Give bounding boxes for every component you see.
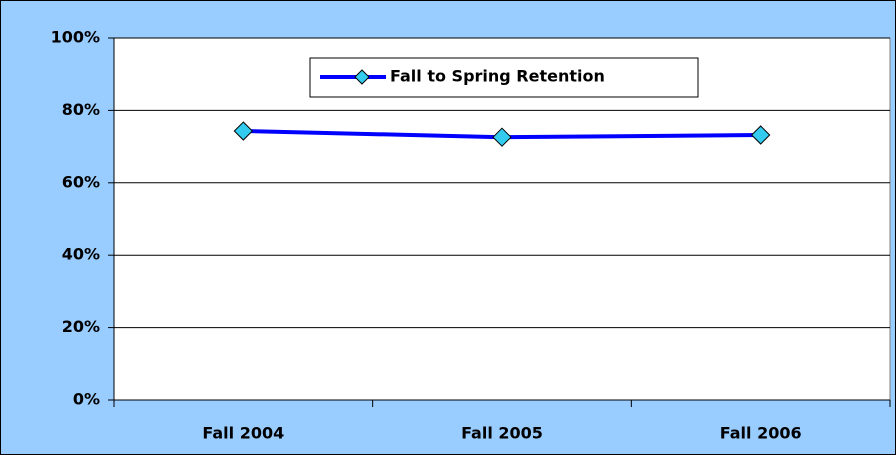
legend-label: Fall to Spring Retention xyxy=(390,67,605,86)
y-tick-label: 60% xyxy=(62,172,100,191)
y-tick-label: 100% xyxy=(51,28,100,47)
marker xyxy=(492,127,512,147)
x-tick-label: Fall 2004 xyxy=(202,424,284,443)
y-tick-label: 80% xyxy=(62,100,100,119)
plot-area xyxy=(113,37,891,401)
marker xyxy=(233,121,254,141)
x-tick-label: Fall 2006 xyxy=(720,424,802,443)
y-tick-label: 0% xyxy=(73,390,100,409)
y-tick-label: 40% xyxy=(62,245,100,264)
legend-marker xyxy=(354,69,370,85)
y-tick-label: 20% xyxy=(62,317,100,336)
marker xyxy=(750,125,771,145)
x-tick-label: Fall 2005 xyxy=(461,424,543,443)
